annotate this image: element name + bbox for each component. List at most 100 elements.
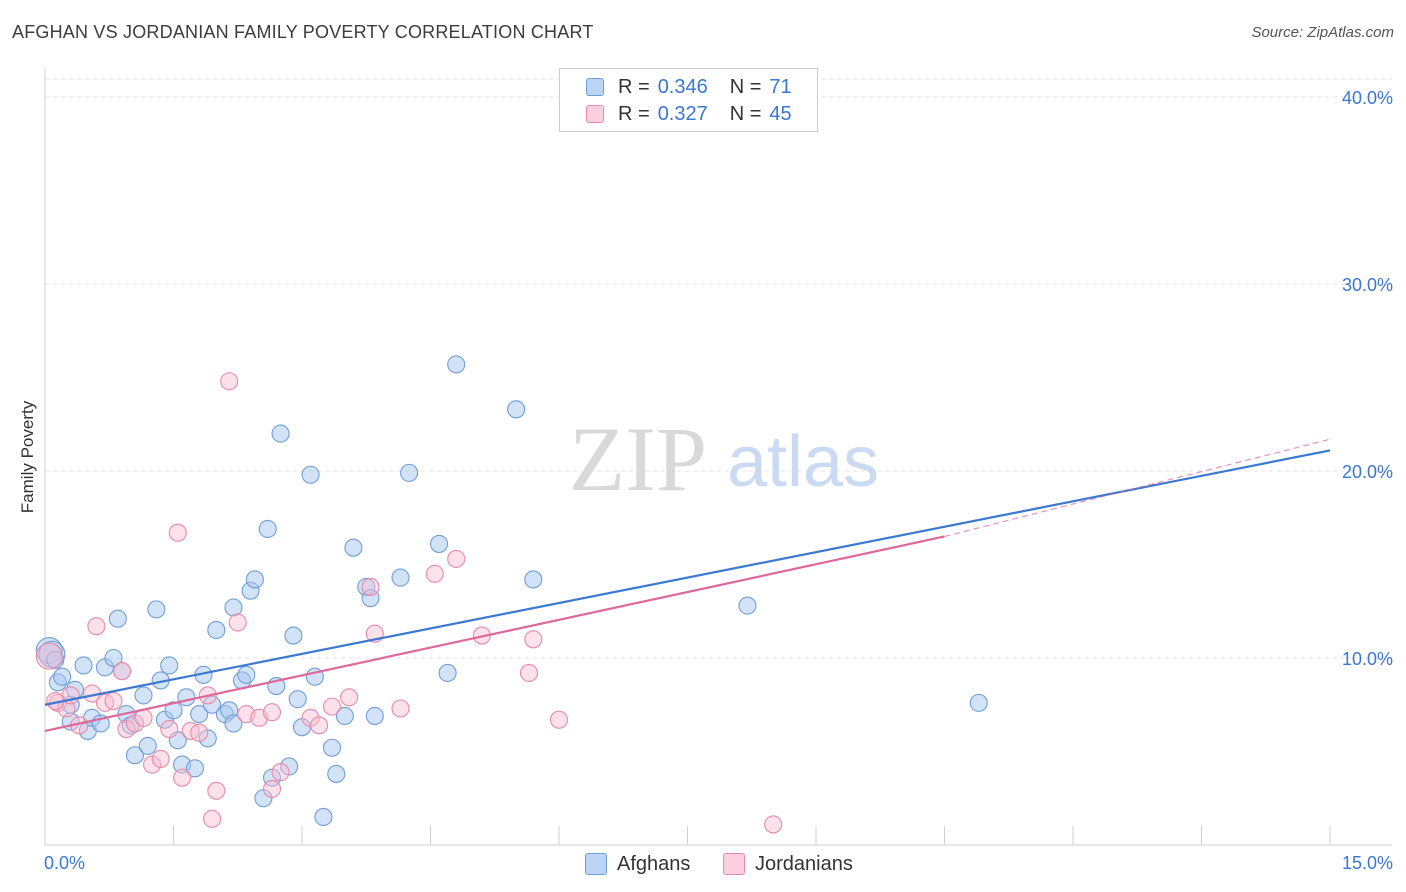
jordanians-point <box>35 642 63 670</box>
jordanians-point <box>549 710 569 729</box>
tick-labels: 10.0% 20.0% 30.0% 40.0% 0.0% 15.0% <box>44 88 1393 873</box>
afghans-point <box>284 626 303 645</box>
jordanians-point <box>203 809 222 828</box>
afghans-point <box>288 690 307 709</box>
axes <box>44 68 1392 846</box>
jordanians-point <box>519 663 539 683</box>
jordanians-point <box>262 703 282 722</box>
legend-row-jordanians: R = 0.327 N = 45 <box>586 102 792 126</box>
afghans-point <box>224 598 243 617</box>
source-label: Source: ZipAtlas.com <box>1251 24 1394 41</box>
jordanians-point <box>190 723 209 742</box>
legend-r-value: 0.346 <box>657 75 708 98</box>
jordanians-point <box>173 768 192 787</box>
afghans-point <box>104 648 123 668</box>
bottom-legend-jordanians-label: Jordanians <box>755 852 853 875</box>
y-tick-label: 40.0% <box>1342 88 1393 108</box>
chart-title: AFGHAN VS JORDANIAN FAMILY POVERTY CORRE… <box>12 22 594 42</box>
afghans-point <box>322 738 342 757</box>
afghans-point <box>365 706 384 726</box>
afghans-point <box>237 665 256 684</box>
bottom-swatch-afghans <box>585 853 607 875</box>
watermark-zip: ZIP <box>569 408 707 510</box>
jordanians-trend-extension <box>944 438 1331 538</box>
jordanians-trend-line <box>44 535 945 733</box>
jordanians-point <box>361 577 380 596</box>
jordanians-point <box>228 613 247 632</box>
afghans-point <box>203 695 222 714</box>
afghans-point <box>438 663 457 683</box>
series-jordanians-points <box>35 372 783 834</box>
afghans-point <box>53 667 72 686</box>
afghans-point <box>447 355 466 374</box>
afghans-trend-line <box>44 449 1331 706</box>
bottom-swatch-jordanians <box>723 853 745 875</box>
afghans-point <box>314 807 333 827</box>
jordanians-point <box>764 815 783 834</box>
legend-n-label: N = <box>729 75 762 98</box>
legend-row-afghans: R = 0.346 N = 71 <box>586 75 792 99</box>
afghans-point <box>258 519 277 539</box>
bottom-legend-afghans: Afghans <box>585 850 690 878</box>
x-tick-label: 0.0% <box>44 853 85 873</box>
jordanians-point <box>104 691 123 711</box>
legend-r-label: R = <box>618 102 650 125</box>
stats-legend: R = 0.346 N = 71 R = 0.327 N = 45 <box>559 68 818 132</box>
y-tick-label: 10.0% <box>1342 649 1393 669</box>
y-tick-label: 30.0% <box>1342 275 1393 295</box>
afghans-point <box>185 759 204 778</box>
legend-swatch-jordanians <box>586 105 604 123</box>
jordanians-point <box>310 716 329 735</box>
afghans-point <box>969 693 988 712</box>
afghans-point <box>344 538 363 557</box>
jordanians-point <box>391 699 410 718</box>
afghans-point <box>327 764 346 783</box>
afghans-point <box>245 570 264 589</box>
legend-n-value: 71 <box>769 75 792 98</box>
legend-r-label: R = <box>618 75 650 98</box>
afghans-point <box>207 620 226 640</box>
x-tick-label: 15.0% <box>1342 853 1393 873</box>
legend-r-value: 0.327 <box>657 102 708 125</box>
afghans-point <box>507 400 526 419</box>
afghans-point <box>74 656 93 675</box>
jordanians-point <box>220 372 239 391</box>
jordanians-point <box>340 688 359 707</box>
afghans-point <box>335 706 354 726</box>
afghans-point <box>430 534 449 553</box>
afghans-point <box>524 570 543 589</box>
jordanians-point <box>113 662 132 681</box>
jordanians-point <box>425 564 444 583</box>
y-tick-label: 20.0% <box>1342 462 1393 482</box>
afghans-point <box>147 600 166 619</box>
jordanians-point <box>151 749 170 769</box>
afghans-point <box>108 609 127 628</box>
watermark-atlas: atlas <box>727 422 879 502</box>
afghans-point <box>164 701 183 720</box>
y-axis-label: Family Poverty <box>18 400 37 513</box>
jordanians-point <box>262 779 282 798</box>
afghans-point <box>224 714 243 733</box>
afghans-point <box>125 746 144 765</box>
jordanians-point <box>524 630 543 649</box>
jordanians-point <box>207 781 226 800</box>
series-afghans-points <box>35 355 988 827</box>
legend-n-value: 45 <box>769 102 792 125</box>
legend-n-label: N = <box>729 102 762 125</box>
afghans-point <box>400 463 419 482</box>
afghans-point <box>391 568 410 587</box>
afghans-point <box>160 656 179 675</box>
jordanians-point <box>271 763 290 782</box>
afghans-point <box>271 424 290 443</box>
bottom-legend-afghans-label: Afghans <box>617 852 691 875</box>
jordanians-point <box>447 549 466 568</box>
afghans-point <box>738 596 757 615</box>
bottom-legend-jordanians: Jordanians <box>723 850 853 878</box>
afghans-point <box>134 686 153 705</box>
watermark: ZIP atlas <box>569 408 879 510</box>
afghans-point <box>138 736 157 755</box>
afghans-point <box>190 705 209 724</box>
jordanians-point <box>322 697 342 716</box>
regression-lines <box>44 438 1331 733</box>
